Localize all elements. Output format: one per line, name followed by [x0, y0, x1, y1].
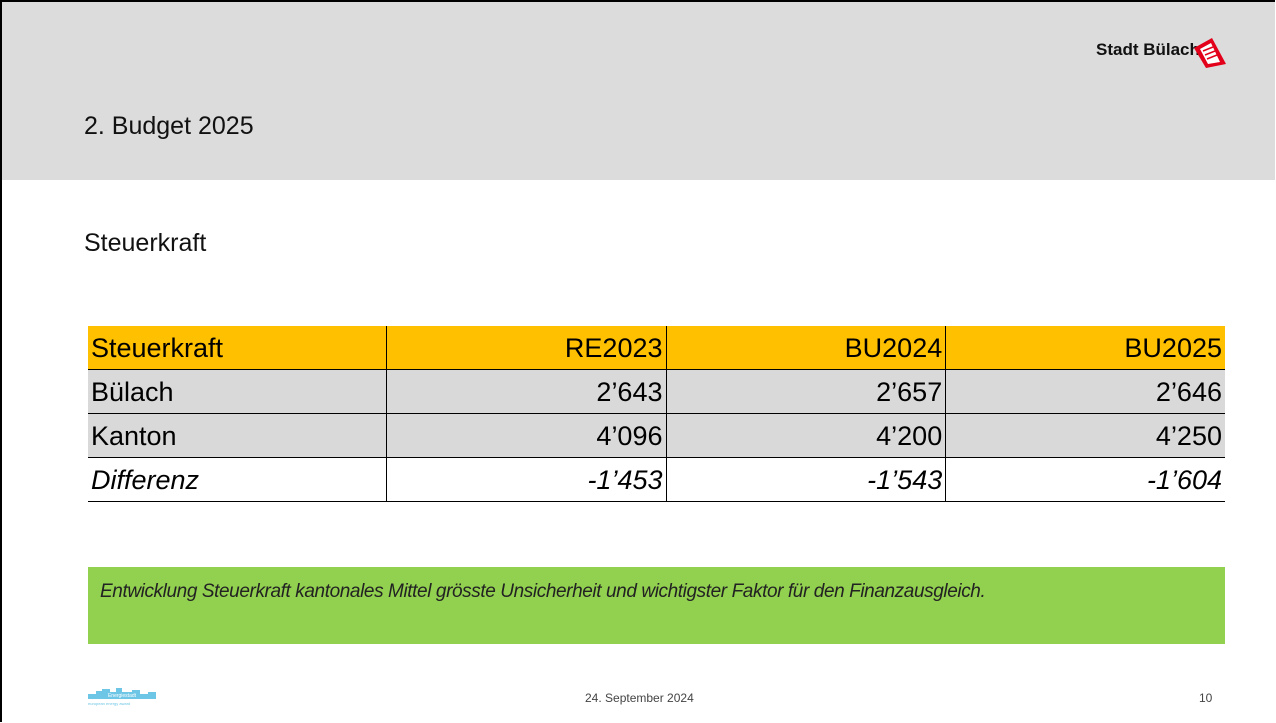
energiestadt-badge: Energiestadt european energy award — [88, 688, 156, 706]
header-cell: BU2025 — [945, 326, 1225, 370]
header-cell: BU2024 — [666, 326, 947, 370]
cell: Bülach — [88, 369, 387, 414]
logo-text: Stadt Bülach — [1096, 40, 1200, 59]
cell: 2’646 — [945, 369, 1225, 414]
table-row: Differenz -1’453 -1’543 -1’604 — [88, 457, 1225, 502]
cell: 2’643 — [386, 369, 667, 414]
cell: 4’250 — [945, 413, 1225, 458]
cell: 4’200 — [666, 413, 947, 458]
cell: -1’604 — [945, 457, 1225, 502]
table-row: Bülach 2’643 2’657 2’646 — [88, 369, 1225, 414]
logo-icon — [1194, 38, 1226, 68]
footer-date: 24. September 2024 — [585, 691, 694, 705]
page-number: 10 — [1199, 691, 1213, 705]
table-header: Steuerkraft RE2023 BU2024 BU2025 — [88, 326, 1225, 370]
table-row: Kanton 4’096 4’200 4’250 — [88, 413, 1225, 458]
badge-subtext: european energy award — [88, 701, 130, 706]
cell: Differenz — [88, 457, 387, 502]
subtitle: Steuerkraft — [84, 229, 207, 257]
cell: Kanton — [88, 413, 387, 458]
cell: 2’657 — [666, 369, 947, 414]
header-cell: Steuerkraft — [88, 326, 387, 370]
note: Entwicklung Steuerkraft kantonales Mitte… — [88, 567, 1225, 644]
cell: 4’096 — [386, 413, 667, 458]
cell: -1’453 — [386, 457, 667, 502]
badge-text: Energiestadt — [108, 693, 137, 699]
table: Steuerkraft RE2023 BU2024 BU2025 Bülach … — [88, 326, 1225, 502]
header-band — [2, 2, 1275, 180]
header-cell: RE2023 — [386, 326, 667, 370]
cell: -1’543 — [666, 457, 947, 502]
slide-title: 2. Budget 2025 — [84, 112, 254, 140]
